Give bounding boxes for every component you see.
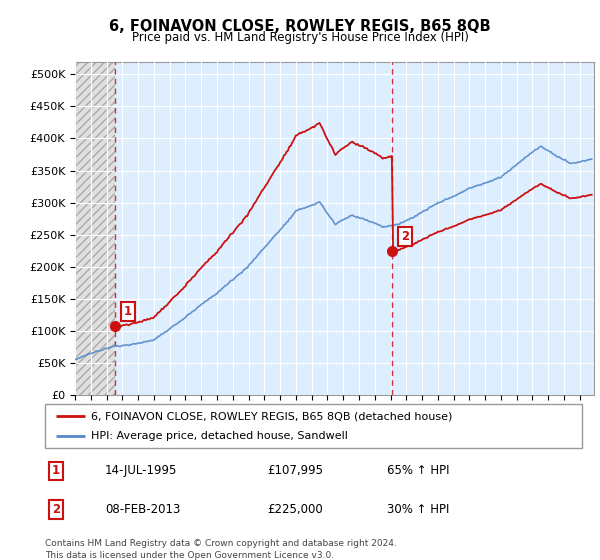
Text: Contains HM Land Registry data © Crown copyright and database right 2024.
This d: Contains HM Land Registry data © Crown c… [45, 539, 397, 559]
Text: 1: 1 [52, 464, 60, 478]
Text: 1: 1 [124, 305, 132, 318]
Text: 14-JUL-1995: 14-JUL-1995 [105, 464, 178, 478]
Text: Price paid vs. HM Land Registry's House Price Index (HPI): Price paid vs. HM Land Registry's House … [131, 31, 469, 44]
Text: £107,995: £107,995 [267, 464, 323, 478]
Text: 30% ↑ HPI: 30% ↑ HPI [387, 503, 449, 516]
Text: 2: 2 [52, 503, 60, 516]
Text: 6, FOINAVON CLOSE, ROWLEY REGIS, B65 8QB: 6, FOINAVON CLOSE, ROWLEY REGIS, B65 8QB [109, 19, 491, 34]
Text: 65% ↑ HPI: 65% ↑ HPI [387, 464, 449, 478]
Text: 6, FOINAVON CLOSE, ROWLEY REGIS, B65 8QB (detached house): 6, FOINAVON CLOSE, ROWLEY REGIS, B65 8QB… [91, 411, 452, 421]
Text: 2: 2 [401, 230, 409, 243]
FancyBboxPatch shape [45, 404, 582, 448]
Text: 08-FEB-2013: 08-FEB-2013 [105, 503, 181, 516]
Text: £225,000: £225,000 [267, 503, 323, 516]
Text: HPI: Average price, detached house, Sandwell: HPI: Average price, detached house, Sand… [91, 431, 347, 441]
